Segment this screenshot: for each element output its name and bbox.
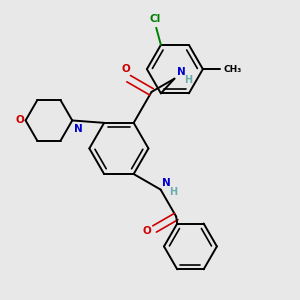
- Text: Cl: Cl: [150, 14, 161, 24]
- Text: O: O: [15, 116, 24, 125]
- Text: H: H: [184, 75, 193, 85]
- Text: N: N: [162, 178, 171, 188]
- Text: O: O: [142, 226, 151, 236]
- Text: O: O: [121, 64, 130, 74]
- Text: N: N: [177, 67, 186, 77]
- Text: H: H: [169, 187, 177, 197]
- Text: CH₃: CH₃: [223, 64, 241, 74]
- Text: N: N: [74, 124, 82, 134]
